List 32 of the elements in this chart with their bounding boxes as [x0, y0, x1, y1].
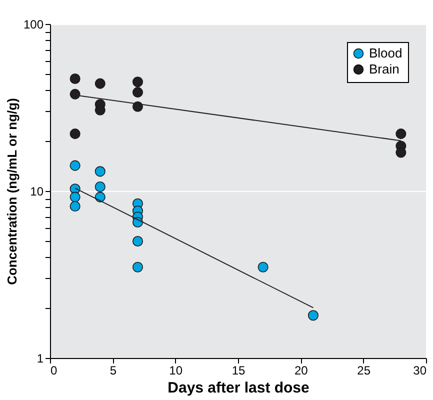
point: [132, 87, 144, 98]
point: [396, 128, 406, 140]
point: [132, 236, 144, 247]
point: [94, 78, 106, 89]
point: [94, 166, 106, 177]
point: [70, 192, 80, 202]
x-tick-label: 20: [294, 364, 308, 378]
point: [308, 310, 318, 321]
x-tick-label: 15: [232, 364, 246, 378]
legend-label: Blood: [369, 46, 402, 60]
x-axis-title: Days after last dose: [168, 380, 310, 396]
point: [132, 262, 144, 272]
x-tick-label: 5: [110, 364, 117, 378]
y-tick-label: 1: [36, 352, 44, 366]
point: [70, 88, 80, 100]
point: [94, 104, 106, 116]
x-tick-label: 25: [357, 364, 371, 378]
point: [70, 128, 80, 140]
point: [132, 76, 144, 88]
x-tick-label: 10: [169, 364, 183, 378]
point: [396, 147, 406, 158]
y-tick-label: 10: [30, 184, 44, 198]
x-tick-label: 0: [50, 364, 58, 378]
point: [258, 262, 268, 272]
legend-label: Brain: [369, 62, 400, 76]
point: [70, 73, 80, 84]
point: [70, 201, 80, 212]
y-axis-title: Concentration (ng/mL or ng/g): [4, 98, 20, 285]
y-tick-label: 100: [23, 18, 44, 32]
point: [70, 160, 80, 171]
x-tick-label: 30: [413, 364, 427, 378]
point: [94, 182, 106, 192]
